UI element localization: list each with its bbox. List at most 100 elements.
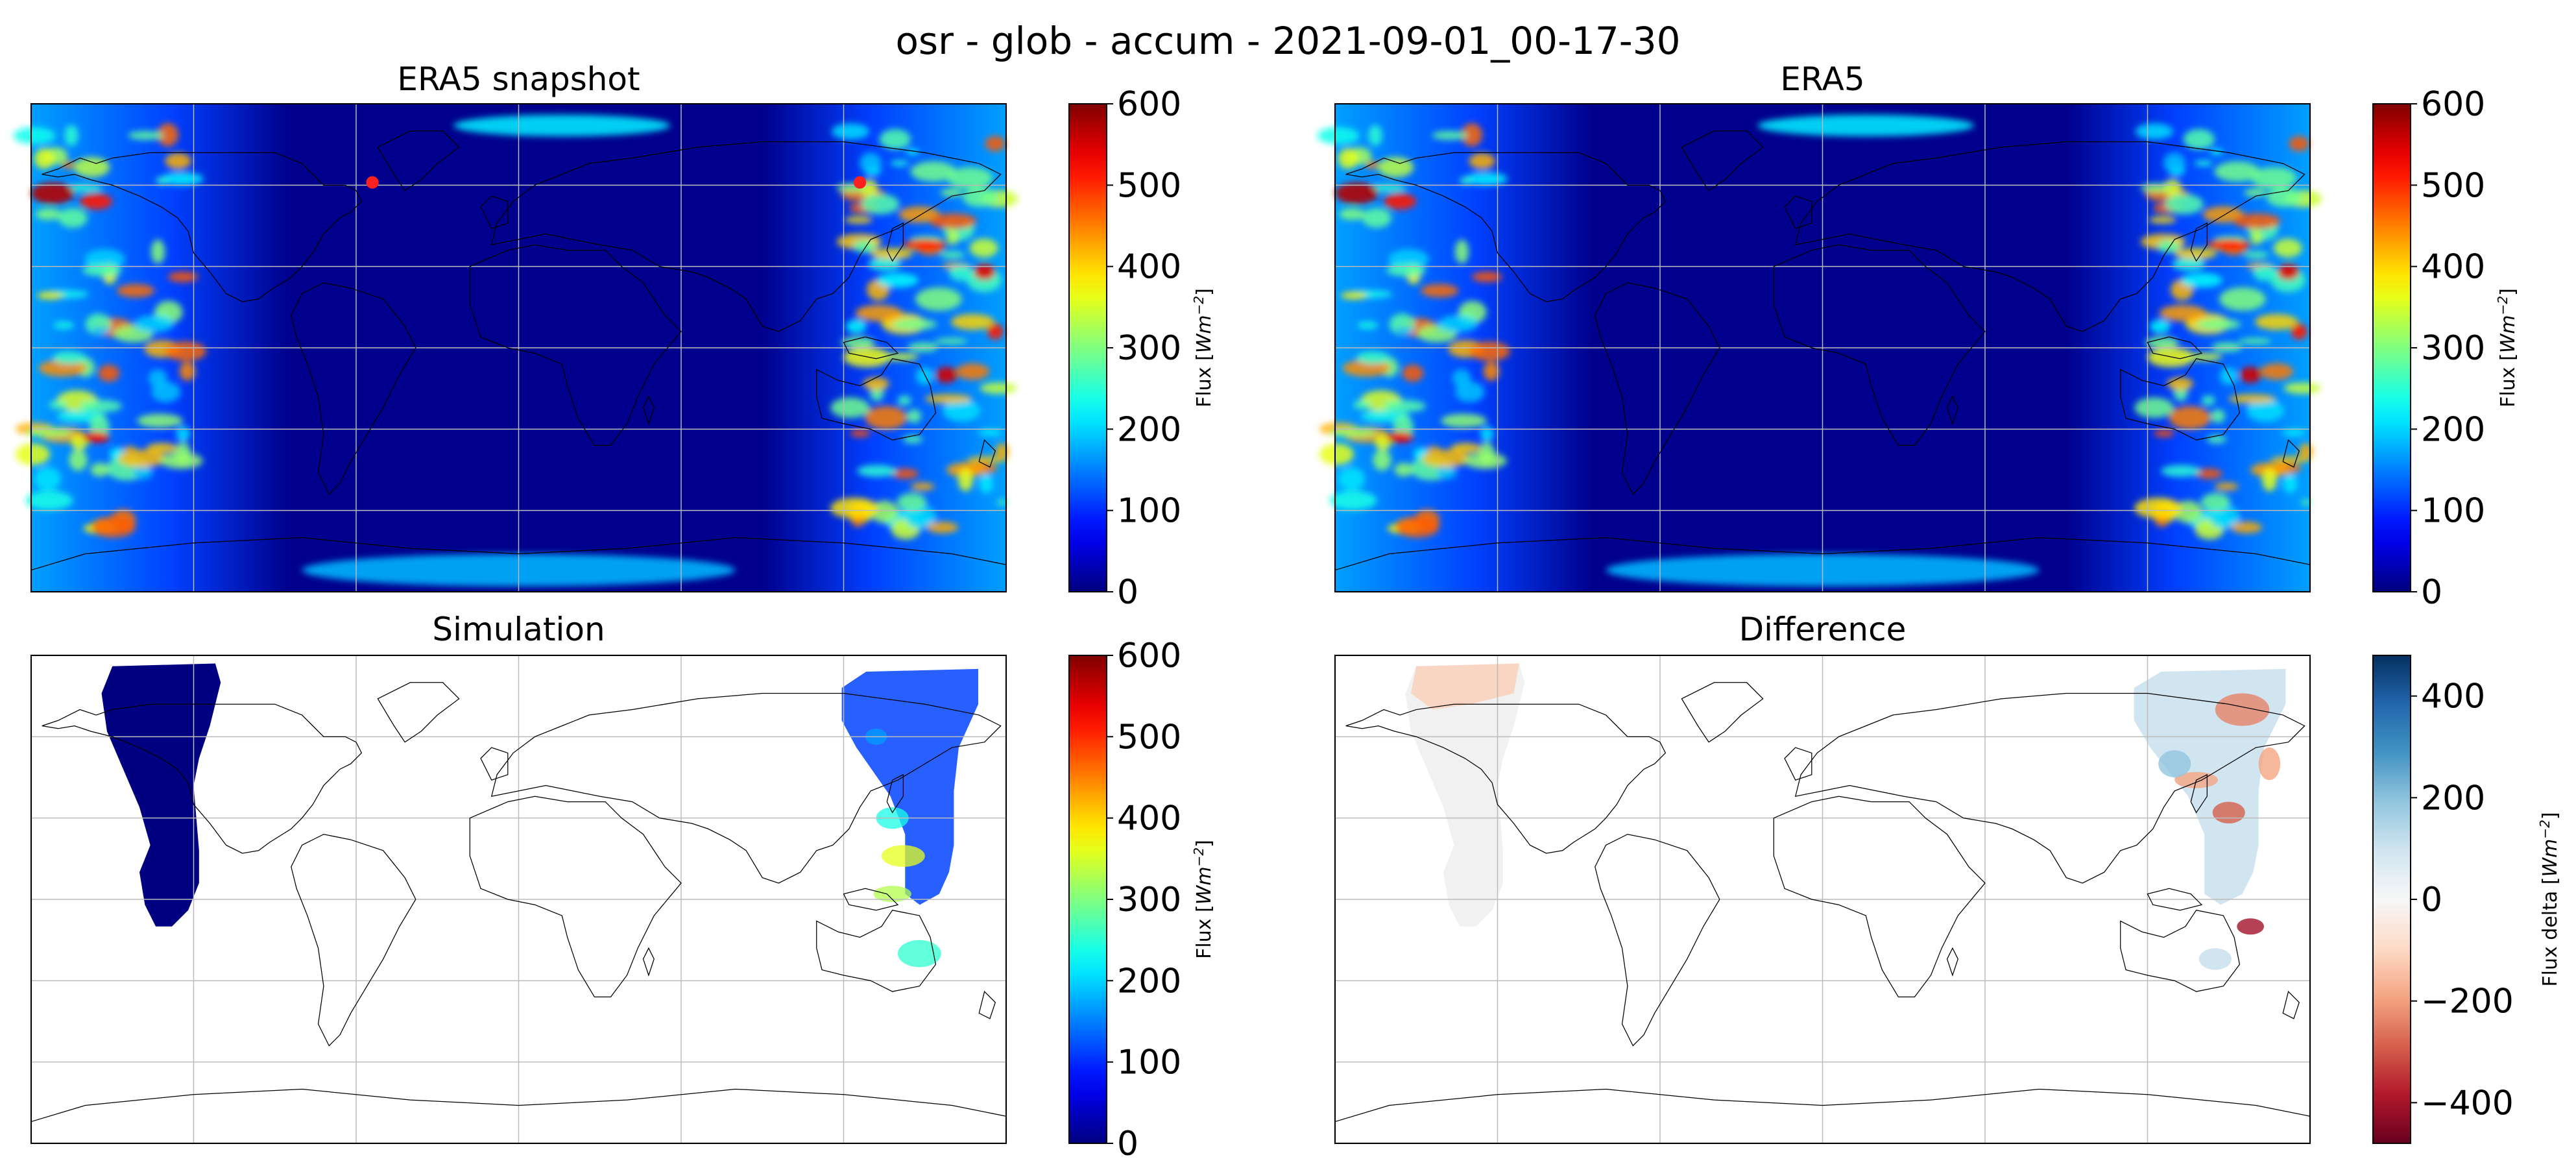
cloud-cell	[892, 319, 937, 330]
colorbar-scale: 0 100 200 300 400 500 600	[1068, 85, 1181, 612]
cloud-cell	[926, 521, 959, 533]
coastline	[978, 990, 996, 1019]
cloud-cell	[2228, 394, 2276, 404]
cloud-cell	[134, 315, 175, 333]
cloud-cell	[62, 161, 75, 169]
cloud-cell	[2169, 406, 2211, 430]
cloud-cell	[956, 363, 990, 380]
cloud-cell	[1421, 449, 1471, 468]
cloud-cell	[1362, 208, 1391, 228]
cloud-cell	[985, 136, 1006, 152]
coastline	[816, 910, 937, 992]
colorbar-tick-label: 100	[1117, 492, 1181, 531]
cloud-cell	[930, 213, 977, 229]
cloud-cell	[1369, 184, 1407, 192]
cloud-cell	[1451, 443, 1482, 454]
cloud-cell	[863, 377, 889, 391]
cloud-cell	[865, 406, 908, 430]
colorbar-tick-label: 300	[2421, 329, 2485, 368]
cloud-cell	[2159, 304, 2207, 322]
cloud-cell	[969, 238, 998, 258]
colorbar-tick-label: 0	[1117, 573, 1138, 612]
cloud-hotspot	[1335, 182, 1378, 204]
map-panel-era5	[1317, 103, 2322, 593]
cloud-cell	[2238, 338, 2272, 345]
figure-suptitle: osr - glob - accum - 2021-09-01_00-17-30	[895, 19, 1681, 63]
cloud-cell	[2300, 499, 2312, 505]
cloud-cell	[165, 341, 207, 361]
cloud-cell	[1338, 148, 1358, 169]
colorbar-gradient	[1068, 103, 1107, 592]
colorbar-tick-label: 300	[1117, 881, 1181, 919]
panel-title-era5-snapshot: ERA5 snapshot	[397, 60, 640, 98]
cloud-cell	[2163, 152, 2185, 174]
cloud-cell	[1465, 172, 1508, 186]
cloud-cell	[1402, 364, 1424, 382]
colorbar-label-era5-snapshot: Flux [Wm−2]	[1191, 288, 1216, 408]
cloud-cell	[49, 400, 67, 409]
coastline	[1784, 747, 1812, 781]
era5-snapshot-gridlines	[31, 104, 1006, 592]
map-panel-difference	[1334, 654, 2311, 1145]
cloud-hotspot	[2207, 239, 2251, 250]
cloud-cell	[943, 399, 981, 422]
cloud-cell	[65, 184, 103, 192]
cloud-cell	[915, 287, 962, 311]
cloud-cell	[2270, 456, 2311, 463]
cloud-cell	[2250, 167, 2297, 189]
cloud-hotspot	[1386, 432, 1414, 443]
colorbar-tick-label: 500	[1117, 166, 1181, 205]
sim-cell	[881, 845, 925, 867]
cloud-cell	[1386, 263, 1426, 277]
cloud-cell	[857, 465, 897, 477]
cloud-cell	[1480, 426, 1495, 442]
cloud-cell	[2255, 313, 2298, 330]
cloud-cell	[845, 319, 867, 334]
colorbar-tick-label: 400	[1117, 799, 1181, 838]
panel-title-simulation: Simulation	[432, 611, 605, 648]
cloud-cell	[841, 336, 875, 348]
colorbar-tick-label: 200	[1117, 962, 1181, 1001]
coastline	[1794, 692, 2305, 884]
colorbar-tick-label: 200	[1117, 410, 1181, 449]
diff-cell	[2158, 750, 2191, 777]
cloud-cell	[157, 123, 179, 147]
cloud-cell	[98, 364, 120, 382]
cloud-cell	[91, 327, 110, 334]
colorbar-tick-label: 200	[2421, 779, 2485, 818]
difference-footprint-west	[1405, 663, 1525, 927]
cloud-hotspot	[2291, 323, 2307, 340]
colorbar-tick-label: 100	[2421, 492, 2485, 531]
cloud-cell	[831, 123, 870, 140]
cloud-cell	[940, 188, 963, 197]
cloud-hotspot	[453, 114, 671, 137]
cloud-cell	[2180, 273, 2222, 288]
cloud-cell	[2246, 399, 2285, 422]
cloud-cell	[148, 369, 167, 387]
cloud-cell	[2206, 435, 2227, 444]
coastline	[1773, 244, 1986, 446]
coastline	[1946, 395, 1958, 425]
cloud-cell	[13, 127, 56, 145]
difference-footprint-east	[2134, 668, 2286, 905]
cloud-cell	[2161, 465, 2200, 477]
cloud-cell	[176, 426, 191, 442]
cloud-cell	[69, 449, 88, 471]
cloud-cell	[1317, 127, 1360, 145]
cloud-cell	[2266, 188, 2302, 207]
colorbar-tick-label: 400	[1117, 248, 1181, 287]
cloud-cell	[2282, 429, 2305, 436]
colorbar-scale: 0 100 200 300 400 500 600	[2372, 85, 2485, 612]
coastline	[377, 130, 460, 191]
difference-west-negative	[1410, 663, 1519, 710]
cloud-cell	[2194, 160, 2213, 166]
coastline	[1595, 282, 1720, 495]
panel-title-difference: Difference	[1739, 611, 1907, 648]
cloud-hotspot	[82, 432, 110, 443]
cloud-cell	[2183, 128, 2215, 150]
coastline	[2147, 336, 2203, 359]
cloud-cell	[845, 216, 873, 224]
cloud-cell	[150, 239, 165, 264]
colorbar-tick-label: 300	[1117, 329, 1181, 368]
simulation-gridlines	[31, 655, 1006, 1143]
